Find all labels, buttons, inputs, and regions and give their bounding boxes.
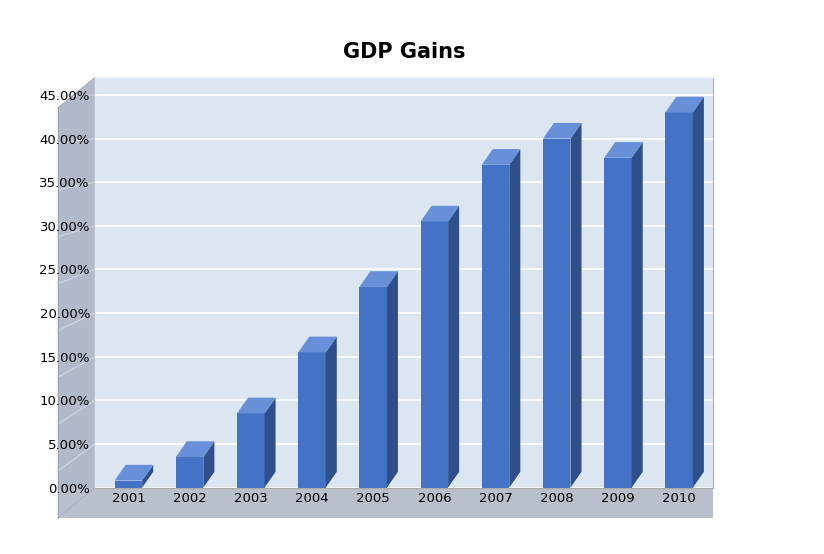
Polygon shape — [115, 465, 153, 480]
Polygon shape — [543, 123, 582, 138]
Polygon shape — [143, 465, 153, 488]
Polygon shape — [58, 78, 95, 518]
Polygon shape — [204, 442, 214, 488]
Polygon shape — [448, 206, 459, 488]
Polygon shape — [237, 398, 275, 413]
Polygon shape — [509, 149, 520, 488]
Bar — [298, 352, 325, 488]
Polygon shape — [387, 271, 398, 488]
Polygon shape — [325, 337, 337, 488]
Polygon shape — [265, 398, 275, 488]
Polygon shape — [693, 97, 704, 488]
Bar — [604, 158, 632, 488]
Polygon shape — [58, 488, 713, 518]
Bar — [359, 287, 387, 488]
Polygon shape — [298, 337, 337, 352]
Polygon shape — [420, 206, 459, 222]
Bar — [665, 112, 693, 488]
Bar — [420, 222, 448, 488]
Polygon shape — [359, 271, 398, 287]
Bar — [543, 138, 570, 488]
Polygon shape — [570, 123, 582, 488]
Polygon shape — [482, 149, 520, 165]
Bar — [237, 413, 265, 488]
Polygon shape — [665, 97, 704, 112]
Bar — [176, 457, 204, 488]
Polygon shape — [604, 142, 643, 158]
Bar — [115, 480, 143, 488]
Polygon shape — [632, 142, 643, 488]
Bar — [482, 165, 509, 488]
Title: GDP Gains: GDP Gains — [343, 42, 465, 62]
Polygon shape — [176, 442, 214, 457]
